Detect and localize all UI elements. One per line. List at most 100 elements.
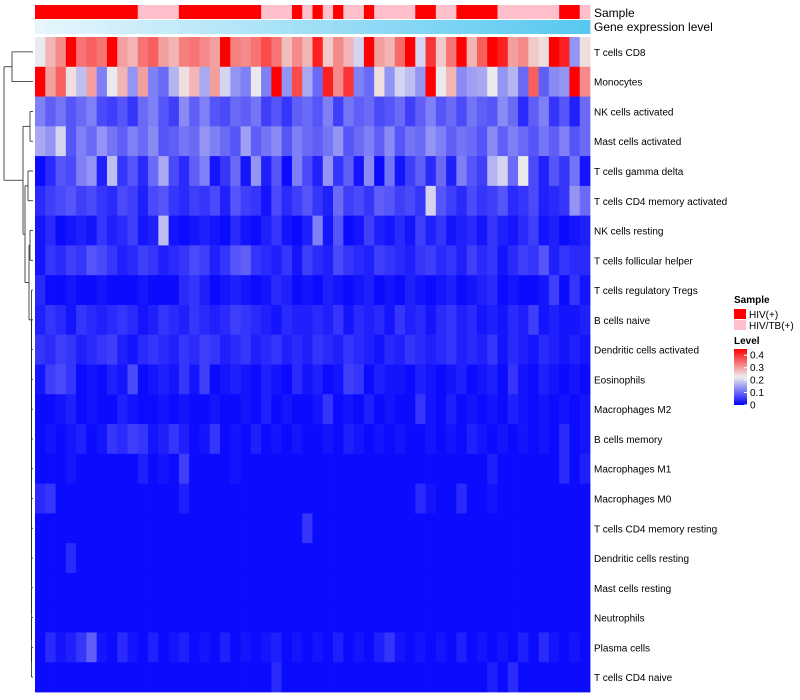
sample-annotation-cell xyxy=(76,5,87,19)
heatmap-cell xyxy=(230,662,241,693)
heatmap-cell xyxy=(168,632,180,663)
heatmap-cell xyxy=(415,453,426,484)
heatmap-cell xyxy=(220,245,231,276)
gene-annotation-cell xyxy=(312,20,324,34)
gene-annotation-cell xyxy=(476,20,488,34)
heatmap-cell xyxy=(240,632,252,663)
heatmap-cell xyxy=(76,185,87,217)
heatmap-cell xyxy=(456,394,468,425)
heatmap-cell xyxy=(405,513,416,544)
heatmap-cell xyxy=(86,37,98,68)
heatmap-cell xyxy=(322,632,334,663)
heatmap-cell xyxy=(96,632,108,663)
heatmap-cell xyxy=(405,126,416,157)
heatmap-cell xyxy=(579,96,591,127)
heatmap-cell xyxy=(117,334,128,365)
heatmap-cell xyxy=(291,632,303,663)
heatmap-cell xyxy=(240,483,252,514)
heatmap-cell xyxy=(302,275,313,306)
heatmap-cell xyxy=(333,513,344,544)
heatmap-cell xyxy=(312,543,324,574)
heatmap-cell xyxy=(302,185,313,217)
heatmap-cell xyxy=(384,364,396,395)
heatmap-cell xyxy=(374,334,385,365)
heatmap-cell xyxy=(425,126,437,157)
heatmap-cell xyxy=(579,543,591,574)
gene-annotation-cell xyxy=(220,20,231,34)
heatmap-cell xyxy=(415,245,426,276)
heatmap-cell xyxy=(209,96,221,127)
heatmap-cell xyxy=(446,394,457,425)
heatmap-cell xyxy=(507,66,519,97)
heatmap-cell xyxy=(281,513,293,544)
heatmap-cell xyxy=(55,156,67,187)
heatmap-cell xyxy=(117,37,128,68)
heatmap-cell xyxy=(476,275,488,306)
heatmap-cell xyxy=(35,483,46,514)
heatmap-cell xyxy=(435,304,447,336)
heatmap-cell xyxy=(230,66,241,97)
heatmap-cell xyxy=(476,156,488,187)
heatmap-cell xyxy=(579,424,591,455)
heatmap-cell xyxy=(333,334,344,365)
heatmap-cell xyxy=(178,453,190,484)
heatmap-cell xyxy=(158,275,170,306)
heatmap-cell xyxy=(45,632,56,663)
heatmap-cells xyxy=(35,37,591,693)
heatmap-cell xyxy=(168,334,180,365)
heatmap-cell xyxy=(466,483,478,514)
heatmap-cell xyxy=(96,156,108,187)
heatmap-cell xyxy=(178,275,190,306)
heatmap-cell xyxy=(271,483,283,514)
legend-sample-swatch xyxy=(734,320,746,330)
heatmap-cell xyxy=(579,37,591,68)
heatmap-cell xyxy=(343,304,355,336)
heatmap-cell xyxy=(456,602,468,633)
heatmap-cell xyxy=(209,543,221,574)
heatmap-cell xyxy=(415,662,426,693)
heatmap-cell xyxy=(333,156,344,187)
heatmap-cell xyxy=(333,424,344,455)
heatmap-cell xyxy=(209,275,221,306)
heatmap-cell xyxy=(353,602,365,633)
sample-annotation-cell xyxy=(415,5,426,19)
heatmap-cell xyxy=(189,543,200,574)
heatmap-cell xyxy=(168,275,180,306)
heatmap-cell xyxy=(456,632,468,663)
heatmap-cell xyxy=(65,572,77,604)
heatmap-cell xyxy=(86,632,98,663)
heatmap-cell xyxy=(497,453,509,484)
heatmap-cell xyxy=(189,334,200,365)
gene-annotation-cell xyxy=(394,20,406,34)
heatmap-cell xyxy=(518,424,529,455)
heatmap-cell xyxy=(209,245,221,276)
heatmap-cell xyxy=(250,215,262,246)
sample-annotation-cell xyxy=(86,5,98,19)
heatmap-cell xyxy=(343,334,355,365)
heatmap-cell xyxy=(55,662,67,693)
heatmap-cell xyxy=(302,543,313,574)
heatmap-cell xyxy=(394,543,406,574)
heatmap-cell xyxy=(209,37,221,68)
heatmap-cell xyxy=(35,96,46,127)
heatmap-cell xyxy=(35,334,46,365)
heatmap-cell xyxy=(518,483,529,514)
heatmap-cell xyxy=(353,364,365,395)
sample-annotation-cell xyxy=(569,5,581,19)
heatmap-cell xyxy=(168,364,180,395)
heatmap-cell xyxy=(476,483,488,514)
heatmap-cell xyxy=(363,215,375,246)
heatmap-cell xyxy=(302,662,313,693)
heatmap-cell xyxy=(65,424,77,455)
heatmap-cell xyxy=(497,156,509,187)
heatmap-cell xyxy=(466,364,478,395)
heatmap-cell xyxy=(394,602,406,633)
heatmap-cell xyxy=(168,66,180,97)
heatmap-cell xyxy=(322,304,334,336)
heatmap-cell xyxy=(446,215,457,246)
heatmap-cell xyxy=(209,632,221,663)
heatmap-cell xyxy=(240,275,252,306)
heatmap-cell xyxy=(476,543,488,574)
heatmap-cell xyxy=(559,364,570,395)
heatmap-cell xyxy=(261,662,272,693)
